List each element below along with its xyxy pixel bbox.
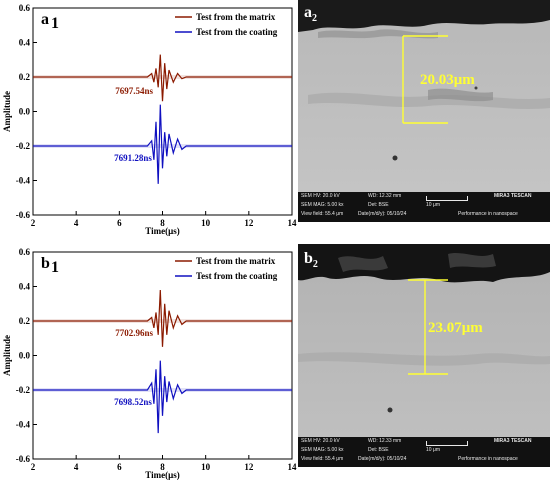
x-tick-label: 4 (74, 218, 79, 228)
sem-det: Det: BSE (368, 202, 389, 208)
x-tick-label: 14 (288, 218, 298, 228)
y-tick-label: -0.6 (16, 210, 31, 220)
sem-mag: SEM MAG: 5.00 kx (301, 447, 344, 453)
y-tick-label: 0.2 (19, 72, 31, 82)
scale-bar (426, 441, 468, 446)
chart-panel-a1: 2 4 6 8 10 12 14 -0.6 -0.4 -0.2 0.0 0.2 0.4 0.6 Time(μ… (0, 0, 300, 243)
y-tick-label: 0.6 (19, 3, 31, 13)
y-tick-label: 0.2 (19, 316, 31, 326)
peak-time-annotation: 7691.28ns (114, 153, 152, 163)
sem-info-bar: SEM HV: 20.0 kV WD: 12.33 mm MIRA3 TESCA… (298, 437, 550, 467)
legend-entry: Test from the matrix (196, 256, 276, 266)
y-tick-label: -0.2 (16, 141, 31, 151)
sem-date: Date(m/d/y): 05/10/24 (358, 456, 407, 462)
sem-mag: SEM MAG: 5.00 kx (301, 202, 344, 208)
x-tick-label: 10 (201, 462, 211, 472)
y-tick-label: 0.0 (19, 351, 31, 361)
panel-label-a2: a2 (304, 4, 317, 25)
scale-bar (426, 196, 468, 201)
series-noise-band (33, 388, 292, 392)
panel-label-sub: 1 (51, 15, 59, 32)
x-tick-label: 10 (201, 218, 211, 228)
chart-a1-svg: 2 4 6 8 10 12 14 -0.6 -0.4 -0.2 0.0 0.2 0.4 0.6 Time(μ… (2, 3, 298, 236)
chart-panel-b1: 2 4 6 8 10 12 14 -0.6 -0.4 -0.2 0.0 0.2 0.4 0.6 Time(μ… (0, 244, 300, 487)
y-tick-label: -0.2 (16, 385, 31, 395)
panel-label: b (41, 255, 50, 272)
y-tick-label: 0.4 (19, 38, 31, 48)
sem-image-a2: 20.03μm a2 SEM HV: 20.0 kV WD: 12.32 mm … (298, 0, 550, 222)
x-tick-label: 14 (288, 462, 298, 472)
x-tick-label: 6 (117, 462, 122, 472)
peak-time-annotation: 7698.52ns (114, 397, 152, 407)
x-tick-label: 4 (74, 462, 79, 472)
series-noise-band (33, 75, 292, 79)
panel-label-b2: b2 (304, 250, 318, 271)
x-tick-label: 12 (244, 462, 254, 472)
y-tick-label: -0.6 (16, 454, 31, 464)
sem-micrograph (298, 0, 550, 192)
plot-frame (32, 251, 293, 460)
sem-view-field: View field: 55.4 μm (301, 456, 344, 462)
sem-image-b2: 23.07μm b2 SEM HV: 20.0 kV WD: 12.33 mm … (298, 244, 550, 467)
x-tick-label: 2 (31, 462, 36, 472)
series-line-1 (33, 104, 292, 184)
legend-entry: Test from the coating (196, 27, 278, 37)
panel-label-sub: 1 (51, 259, 59, 276)
sem-wd: WD: 12.32 mm (368, 193, 402, 199)
legend-entry: Test from the matrix (196, 12, 276, 22)
sem-perf: Performance in nanospace (458, 211, 518, 217)
y-tick-label: -0.4 (16, 420, 31, 430)
sem-info-bar: SEM HV: 20.0 kV WD: 12.32 mm MIRA3 TESCA… (298, 192, 550, 222)
coating-thickness-label: 20.03μm (420, 72, 475, 88)
sem-micrograph (298, 244, 550, 437)
series-noise-band (33, 319, 292, 323)
chart-b1-svg: 2 4 6 8 10 12 14 -0.6 -0.4 -0.2 0.0 0.2 0.4 0.6 Time(μ… (2, 247, 298, 480)
y-tick-label: 0.0 (19, 107, 31, 117)
peak-time-annotation: 7702.96ns (115, 328, 153, 338)
sem-scale: 10 μm (426, 447, 440, 453)
x-tick-label: 8 (160, 218, 165, 228)
series-line-1 (33, 360, 292, 434)
sem-det: Det: BSE (368, 447, 389, 453)
sem-brand: MIRA3 TESCAN (494, 438, 532, 444)
y-tick-label: -0.4 (16, 176, 31, 186)
legend-entry: Test from the coating (196, 271, 278, 281)
x-axis-label: Time(μs) (145, 470, 179, 480)
sem-hv: SEM HV: 20.0 kV (301, 193, 340, 199)
x-tick-label: 6 (117, 218, 122, 228)
peak-time-annotation: 7697.54ns (115, 86, 153, 96)
y-tick-label: 0.6 (19, 247, 31, 257)
y-axis-label: Amplitude (2, 335, 12, 376)
sem-scale: 10 μm (426, 202, 440, 208)
sem-date: Date(m/d/y): 05/10/24 (358, 211, 407, 217)
sem-view-field: View field: 55.4 μm (301, 211, 344, 217)
series-line-0 (33, 289, 292, 347)
series-line-0 (33, 54, 292, 102)
sem-wd: WD: 12.33 mm (368, 438, 402, 444)
series-noise-band (33, 144, 292, 148)
x-tick-label: 12 (244, 218, 254, 228)
panel-label: a (41, 11, 49, 28)
x-tick-label: 8 (160, 462, 165, 472)
x-tick-label: 2 (31, 218, 36, 228)
plot-frame (32, 7, 293, 216)
coating-thickness-label: 23.07μm (428, 320, 483, 336)
y-tick-label: 0.4 (19, 282, 31, 292)
sem-hv: SEM HV: 20.0 kV (301, 438, 340, 444)
sem-brand: MIRA3 TESCAN (494, 193, 532, 199)
x-axis-label: Time(μs) (145, 226, 179, 236)
y-axis-label: Amplitude (2, 91, 12, 132)
sem-perf: Performance in nanospace (458, 456, 518, 462)
